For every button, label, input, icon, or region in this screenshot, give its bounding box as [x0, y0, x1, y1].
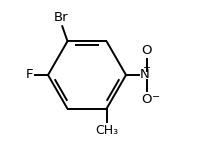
Text: +: +	[142, 63, 150, 73]
Text: Br: Br	[54, 11, 69, 24]
Text: F: F	[26, 69, 33, 81]
Text: O: O	[141, 44, 152, 57]
Text: −: −	[152, 92, 161, 102]
Text: CH₃: CH₃	[95, 124, 118, 137]
Text: N: N	[140, 69, 149, 81]
Text: O: O	[141, 93, 152, 106]
